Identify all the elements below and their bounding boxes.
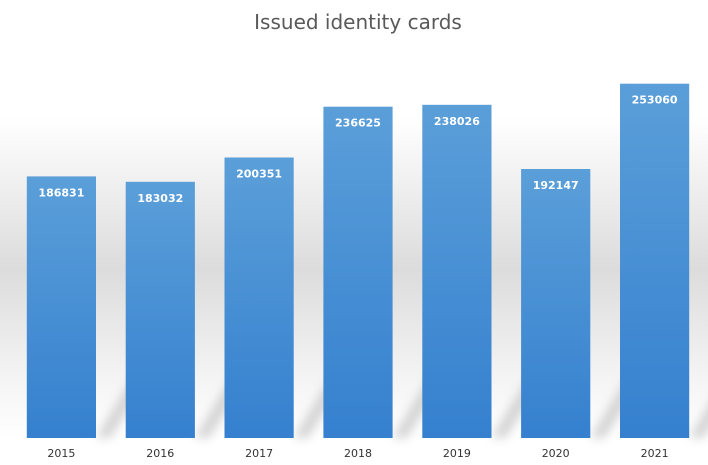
bar-shadow-2021 <box>689 407 708 438</box>
data-label-2018: 236625 <box>335 117 381 130</box>
bar-2020 <box>521 169 591 438</box>
x-tick-label-2018: 2018 <box>344 447 372 460</box>
bars-group <box>26 83 690 439</box>
data-label-2019: 238026 <box>434 115 480 128</box>
data-labels-group: 186831 183032 200351 236625 238026 192147 2530… <box>38 94 677 205</box>
data-label-2016: 183032 <box>137 192 183 205</box>
chart-title: Issued identity cards <box>254 10 462 34</box>
bar-2016 <box>125 181 195 439</box>
bar-2021 <box>620 83 690 438</box>
data-label-2020: 192147 <box>533 179 579 192</box>
x-tick-label-2020: 2020 <box>542 447 570 460</box>
x-tick-label-2017: 2017 <box>245 447 273 460</box>
x-axis-tick-labels: 2015 2016 2017 2018 2019 2020 2021 <box>47 447 668 460</box>
data-label-2015: 186831 <box>38 186 84 199</box>
bar-2018 <box>323 106 393 438</box>
data-label-2021: 253060 <box>632 94 678 107</box>
x-tick-label-2019: 2019 <box>443 447 471 460</box>
x-tick-label-2016: 2016 <box>146 447 174 460</box>
x-tick-label-2021: 2021 <box>641 447 669 460</box>
bar-2019 <box>422 104 492 439</box>
data-label-2017: 200351 <box>236 168 282 181</box>
bar-2015 <box>26 176 96 438</box>
bar-2017 <box>224 157 294 438</box>
x-tick-label-2015: 2015 <box>47 447 75 460</box>
